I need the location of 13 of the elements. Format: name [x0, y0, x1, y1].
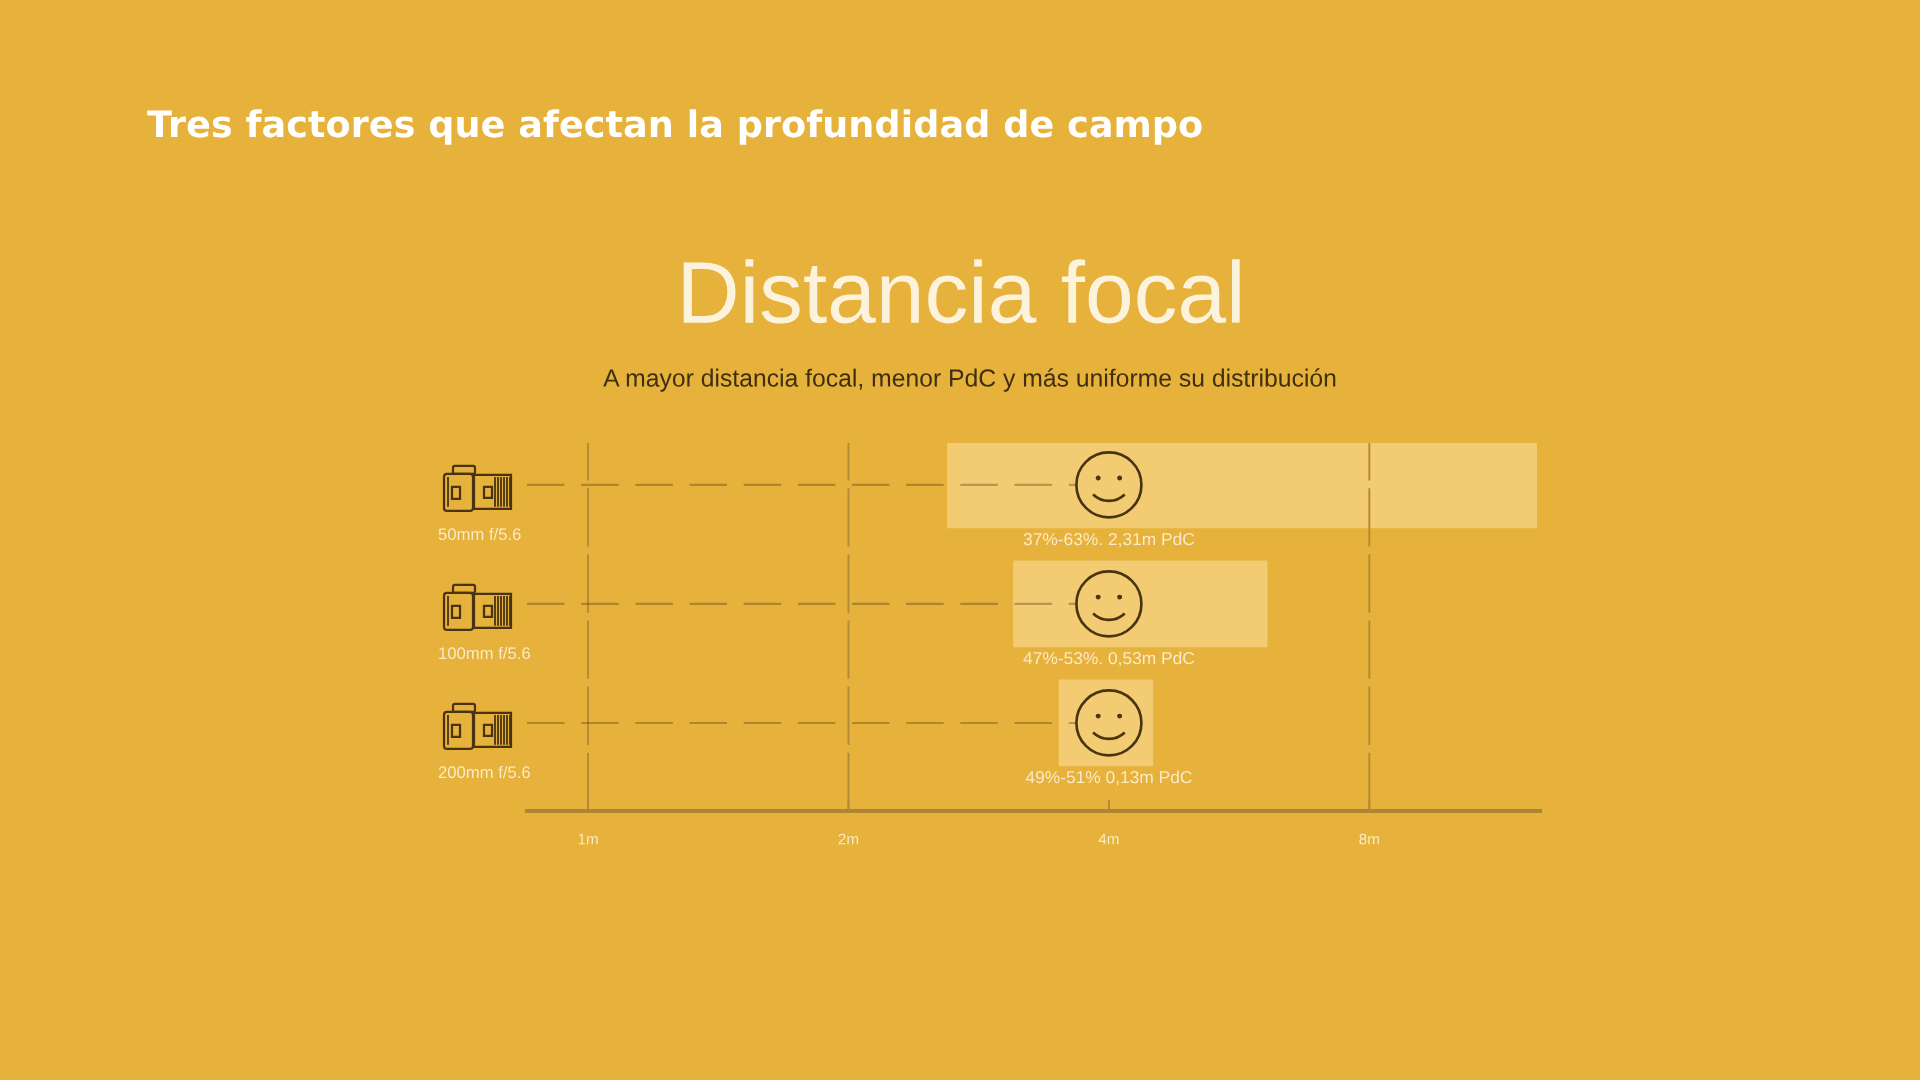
annotation: 47%-53%. 0,53m PdC [1023, 651, 1195, 667]
x-tick-label: 2m [838, 833, 859, 845]
text: Tres factores que afectan la profundidad de campo [147, 109, 1202, 145]
chart-subtitle: A mayor distancia focal, menor PdC y más uniforme su distribución [603, 368, 1336, 392]
y-tick-label: 200mm f/5.6 [438, 765, 530, 779]
y-tick-label: 100mm f/5.6 [439, 646, 530, 660]
x-tick-label: 8m [1359, 833, 1379, 845]
x-tick-label: 4m [1098, 833, 1119, 845]
annotation: 37%-63%. 2,31m PdC [1023, 532, 1195, 548]
annotation: 49%-51% 0,13m PdC [1025, 770, 1192, 786]
y-tick-label: 50mm f/5.6 [438, 527, 521, 541]
x-tick-label: 1m [578, 833, 598, 845]
chart-title: Distancia focal [683, 259, 1240, 324]
